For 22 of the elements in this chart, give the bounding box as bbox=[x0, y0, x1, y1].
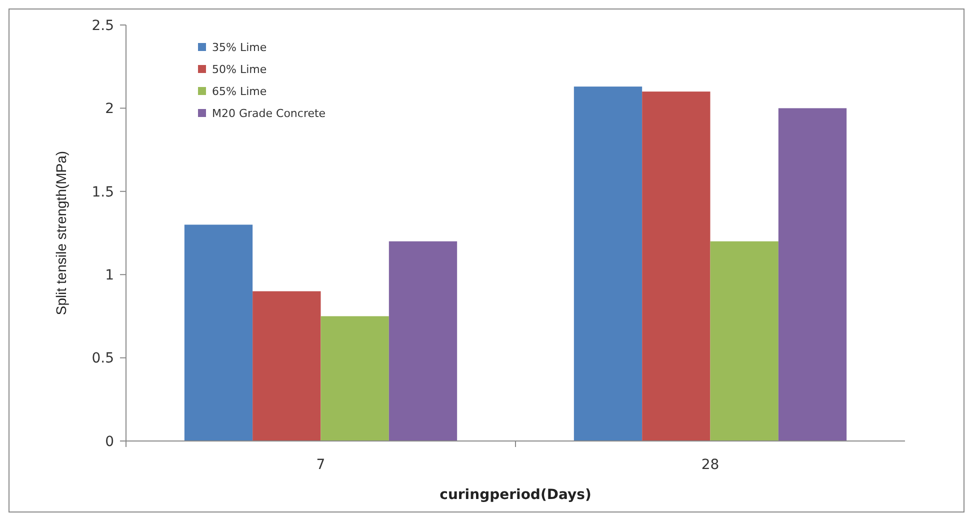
bar bbox=[710, 241, 778, 441]
legend-label: M20 Grade Concrete bbox=[212, 106, 326, 120]
bar bbox=[320, 316, 389, 441]
bar bbox=[642, 92, 710, 441]
legend-label: 65% Lime bbox=[212, 84, 267, 98]
bar bbox=[574, 86, 642, 441]
y-tick-label: 1 bbox=[105, 268, 114, 284]
bar bbox=[252, 291, 321, 441]
y-tick-label: 0 bbox=[105, 434, 114, 450]
x-tick-label: 28 bbox=[701, 457, 720, 473]
x-tick-label: 7 bbox=[316, 457, 326, 473]
y-axis-title: Split tensile strength(MPa) bbox=[53, 150, 69, 316]
y-tick-label: 1.5 bbox=[92, 184, 114, 200]
y-tick-label: 0.5 bbox=[92, 350, 114, 367]
bar bbox=[184, 224, 253, 441]
y-tick-label: 2.5 bbox=[92, 18, 114, 34]
legend-label: 35% Lime bbox=[212, 40, 267, 54]
x-axis-title: curingperiod(Days) bbox=[440, 487, 592, 503]
bar bbox=[388, 241, 458, 441]
bar bbox=[778, 108, 847, 441]
y-tick-label: 2 bbox=[105, 101, 114, 118]
legend-label: 50% Lime bbox=[212, 62, 267, 76]
